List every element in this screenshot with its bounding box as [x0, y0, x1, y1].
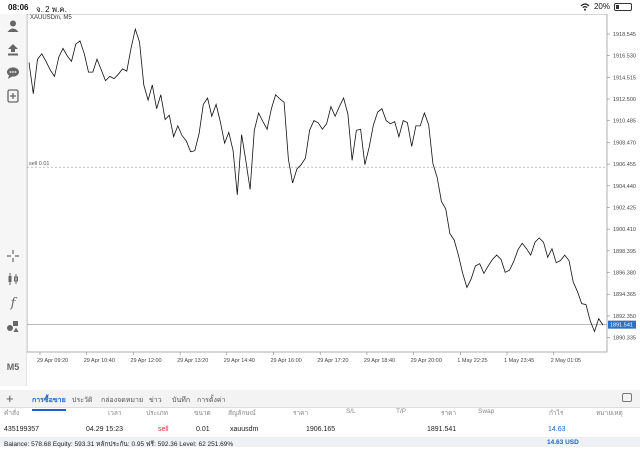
y-tick-label: 1894.365 — [613, 292, 636, 298]
tab-journal[interactable]: บันทึก — [172, 397, 191, 404]
tab-history[interactable]: ประวัติ — [72, 397, 93, 404]
x-tick-label: 29 Apr 18:40 — [364, 358, 395, 364]
account-summary: Balance: 578.68 Equity: 593.31 หลักประกั… — [0, 438, 640, 448]
status-right: 20% — [580, 2, 632, 11]
order-symbol: xauusdm — [230, 426, 259, 433]
tab-settings[interactable]: การตั้งค่า — [197, 397, 226, 404]
order-profit: 14.63 — [548, 426, 566, 433]
order-time: 04.29 15:23 — [86, 426, 123, 433]
y-tick-label: 1914.515 — [613, 75, 636, 81]
account-icon[interactable] — [4, 17, 22, 35]
x-tick-label: 29 Apr 12:00 — [130, 358, 161, 364]
x-tick-label: 2 May 01:05 — [551, 358, 581, 364]
account-summary-text: Balance: 578.68 Equity: 593.31 หลักประกั… — [4, 441, 234, 448]
export-icon[interactable] — [622, 393, 632, 402]
status-time: 08:06 — [8, 3, 29, 12]
current-price-label: 1891.541 — [610, 323, 633, 329]
indicators-icon[interactable]: f — [10, 295, 16, 311]
x-tick-label: 29 Apr 17:20 — [317, 358, 348, 364]
battery-percent: 20% — [593, 2, 610, 11]
tab-mailbox[interactable]: กล่องจดหมาย — [101, 397, 144, 404]
x-tick-label: 29 Apr 16:00 — [271, 358, 302, 364]
chat-icon[interactable] — [4, 64, 22, 82]
wifi-icon — [580, 2, 590, 11]
header-profit: กำไร — [549, 410, 564, 417]
status-date: จ. 2 พ.ค. — [36, 5, 67, 14]
y-tick-label: 1918.545 — [613, 32, 636, 38]
header-swap: Swap — [478, 408, 495, 415]
tab-news[interactable]: ข่าว — [149, 397, 162, 404]
order-open-price: 1906.165 — [306, 426, 336, 433]
header-open-price: ราคา — [293, 410, 309, 417]
price-chart-svg: 1918.545 1916.530 1914.515 1912.500 1910.485… — [26, 13, 636, 364]
tab-trade[interactable]: การซื้อขาย — [32, 395, 66, 411]
candles-icon[interactable] — [4, 270, 22, 288]
order-current-price: 1891.541 — [427, 426, 457, 433]
header-time: เวลา — [108, 410, 122, 417]
x-tick-label: 1 May 23:45 — [504, 358, 534, 364]
total-profit-currency: USD — [565, 439, 579, 446]
header-type: ประเภท — [146, 410, 168, 417]
timeframe-button[interactable]: M5 — [6, 362, 20, 372]
order-type: sell — [158, 426, 169, 433]
y-tick-label: 1904.440 — [613, 184, 636, 190]
header-tp: T/P — [396, 408, 407, 415]
y-tick-label: 1916.530 — [613, 54, 636, 60]
header-symbol: สัญลักษณ์ — [228, 410, 256, 417]
header-size: ขนาด — [194, 410, 211, 417]
x-tick-label: 1 May 22:25 — [457, 358, 487, 364]
chart-title: XAUUSDm, M5 — [30, 15, 72, 21]
y-tick-label: 1906.455 — [613, 162, 636, 168]
y-tick-label: 1912.500 — [613, 97, 636, 103]
total-profit: 14.63 USD — [547, 439, 579, 446]
y-tick-label: 1898.395 — [613, 249, 636, 255]
current-price-box — [608, 320, 636, 329]
y-tick-label: 1910.485 — [613, 119, 636, 125]
x-tick-label: 29 Apr 10:40 — [84, 358, 115, 364]
add-icon[interactable]: + — [6, 391, 14, 406]
trade-table-header: คำสั่ง เวลา ประเภท ขนาด สัญลักษณ์ ราคา S… — [0, 408, 640, 421]
y-tick-label: 1908.470 — [613, 140, 636, 146]
y-tick-label: 1900.410 — [613, 227, 636, 233]
x-tick-label: 29 Apr 14:40 — [224, 358, 255, 364]
objects-icon[interactable] — [4, 317, 22, 335]
order-size: 0.01 — [196, 426, 210, 433]
order-id: 435199357 — [4, 426, 40, 433]
x-tick-label: 29 Apr 20:00 — [411, 358, 442, 364]
header-comment: หมายเหตุ — [596, 410, 623, 417]
header-price: ราคา — [441, 410, 457, 417]
x-tick-label: 29 Apr 13:20 — [177, 358, 208, 364]
toolbox-tabs: + การซื้อขาย ประวัติ กล่องจดหมาย ข่าว บั… — [0, 390, 640, 411]
price-series-line — [28, 27, 604, 333]
status-bar: 08:06 จ. 2 พ.ค. 20% — [0, 0, 640, 14]
x-tick-label: 29 Apr 09:20 — [37, 358, 68, 364]
header-sl: S/L — [346, 408, 356, 415]
order-line-label: sell 0.01 — [29, 161, 50, 167]
battery-icon — [614, 2, 632, 11]
y-tick-label: 1896.380 — [613, 271, 636, 277]
new-chart-icon[interactable] — [4, 87, 22, 105]
y-tick-label: 1890.335 — [613, 336, 636, 342]
y-tick-label: 1892.350 — [613, 314, 636, 320]
total-profit-value: 14.63 — [547, 439, 564, 446]
price-chart[interactable]: 1918.545 1916.530 1914.515 1912.500 1910.485… — [26, 13, 640, 386]
header-order: คำสั่ง — [4, 410, 20, 417]
trade-icon[interactable] — [4, 41, 22, 59]
left-toolbar: f M5 — [0, 14, 27, 386]
crosshair-icon[interactable] — [4, 247, 22, 265]
y-tick-label: 1902.425 — [613, 205, 636, 211]
plot-frame — [26, 13, 608, 353]
table-row[interactable]: 435199357 04.29 15:23 sell 0.01 xauusdm … — [0, 423, 640, 438]
